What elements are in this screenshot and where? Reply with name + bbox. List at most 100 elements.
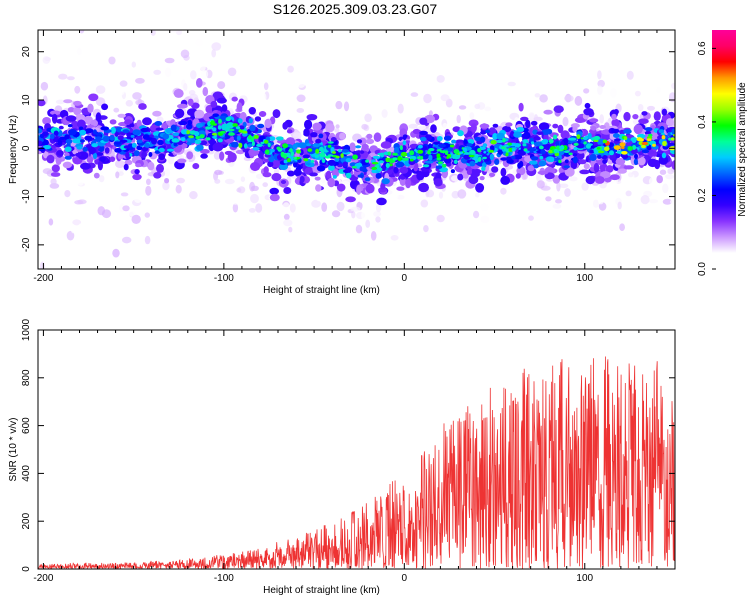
- spectrogram-cell: [176, 177, 186, 184]
- spectrogram-cell: [73, 106, 82, 116]
- spectrogram-cell: [563, 165, 570, 169]
- spectrogram-y-axis-title: Frequency (Hz): [8, 115, 19, 184]
- spectrogram-cell: [450, 215, 460, 223]
- spectrogram-cell: [451, 139, 457, 144]
- spectrogram-cell: [578, 159, 587, 165]
- spectrogram-cell: [268, 136, 276, 142]
- spectrogram-cell: [627, 146, 633, 151]
- spectrogram-cell: [183, 83, 188, 91]
- spectrogram-cell: [619, 142, 626, 147]
- spectrogram-cell: [283, 159, 288, 164]
- spectrogram-cell: [303, 128, 310, 137]
- spectrogram-cell: [538, 160, 547, 167]
- spectrogram-cell: [131, 214, 141, 224]
- spectrogram-cell: [87, 103, 94, 114]
- spectrogram-cell: [79, 240, 86, 245]
- spectrogram-cell: [559, 183, 569, 189]
- spectrogram-cell: [293, 119, 303, 126]
- spectrogram-cell: [583, 88, 590, 94]
- spectrogram-cell: [50, 133, 55, 140]
- spectrogram-cell: [282, 122, 289, 130]
- spectrogram-cell: [419, 130, 428, 136]
- spectrogram-cell: [424, 160, 434, 164]
- spectrogram-cell: [419, 117, 428, 125]
- spectrogram-cell: [662, 140, 667, 147]
- spectrogram-cell: [86, 156, 94, 164]
- spectrogram-cell: [332, 145, 342, 149]
- spectrogram-cell: [467, 138, 475, 145]
- spectrogram-cell: [614, 138, 621, 142]
- spectrogram-cell: [522, 143, 527, 147]
- spectrogram-cell: [338, 149, 342, 153]
- spectrogram-cell: [51, 113, 58, 124]
- spectrogram-cell: [144, 290, 151, 297]
- spectrogram-cell: [602, 139, 608, 144]
- spectrogram-cell: [469, 149, 476, 155]
- spectrogram-cell: [340, 153, 344, 158]
- spectrogram-cell: [51, 164, 60, 173]
- spectrogram-cell: [250, 162, 261, 171]
- spectrogram-cell: [522, 139, 529, 144]
- spectrogram-cell: [371, 161, 379, 165]
- spectrogram-cell: [101, 103, 109, 111]
- spectrogram-cell: [174, 108, 185, 119]
- spectrogram-cell: [350, 206, 361, 212]
- spectrogram-cell: [359, 137, 367, 146]
- spectrogram-cell: [248, 134, 252, 140]
- spectrogram-cell: [186, 151, 194, 160]
- spectrogram-cell: [554, 152, 559, 157]
- spectrogram-cell: [621, 151, 628, 155]
- spectrogram-cell: [345, 167, 353, 172]
- spectrogram-cell: [423, 93, 432, 104]
- spectrogram-cell: [42, 36, 51, 42]
- spectrogram-cell: [218, 118, 222, 124]
- spectrogram-cell: [252, 147, 260, 151]
- spectrogram-cell: [95, 132, 102, 136]
- spectrogram-cell: [194, 131, 200, 137]
- spectrogram-cell: [153, 172, 162, 179]
- spectrogram-cell: [518, 102, 524, 112]
- spectrogram-cell: [310, 132, 318, 138]
- spectrogram-cell: [58, 73, 68, 80]
- spectrogram-cell: [668, 142, 675, 146]
- spectrogram-cell: [247, 143, 253, 148]
- spectrogram-cell: [273, 168, 280, 175]
- colorbar-tick-label: 0.6: [697, 41, 708, 55]
- spectrogram-cell: [260, 141, 265, 145]
- spectrogram-cell: [184, 69, 189, 79]
- spectrogram-cell: [214, 169, 223, 176]
- spectrogram-cell: [70, 224, 76, 234]
- spectrogram-cell: [42, 131, 49, 137]
- spectrogram-cell: [402, 157, 409, 161]
- spectrogram-cell: [548, 150, 554, 154]
- spectrogram-cell: [422, 164, 430, 168]
- snr-y-axis-title: SNR (10 * v/v): [8, 418, 19, 482]
- spectrogram-cell: [219, 130, 226, 134]
- spectrogram-cell: [376, 197, 387, 206]
- spectrogram-cell: [315, 194, 322, 202]
- spectrogram-cell: [153, 84, 161, 90]
- spectrogram-cell: [354, 150, 362, 154]
- spectrogram-cell: [122, 205, 130, 212]
- spectrogram-cell: [621, 146, 625, 150]
- spectrogram-cell: [558, 159, 562, 164]
- spectrogram-cell: [408, 159, 416, 166]
- spectrogram-cell: [62, 161, 73, 169]
- spectrogram-cell: [436, 153, 441, 159]
- snr-y-tick-label: 200: [21, 512, 32, 529]
- spectrogram-x-axis-title: Height of straight line (km): [263, 285, 380, 296]
- spectrogram-cell: [553, 134, 558, 140]
- spectrogram-cell: [328, 165, 335, 171]
- spectrogram-cell: [164, 168, 171, 177]
- spectrogram-cell: [626, 70, 634, 80]
- spectrogram-cell: [409, 158, 414, 162]
- spectrogram-cell: [72, 219, 82, 226]
- spectrogram-cell: [597, 70, 602, 80]
- spectrogram-cell: [178, 120, 188, 126]
- spectrogram-cell: [623, 178, 633, 184]
- spectrogram-cell: [361, 123, 368, 130]
- spectrogram-cell: [99, 156, 106, 162]
- spectrogram-cell: [328, 249, 333, 258]
- spectrogram-cell: [312, 143, 321, 148]
- spectrogram-cell: [597, 196, 604, 205]
